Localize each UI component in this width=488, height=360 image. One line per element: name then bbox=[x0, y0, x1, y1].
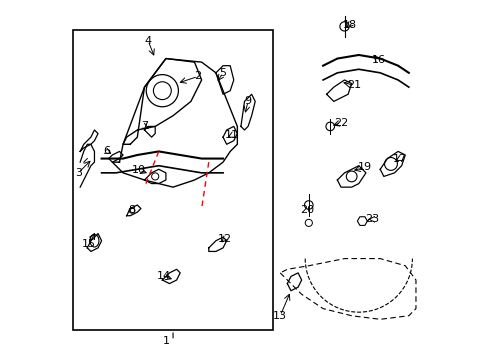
Text: 19: 19 bbox=[357, 162, 371, 172]
Text: 16: 16 bbox=[371, 55, 385, 65]
Text: 9: 9 bbox=[244, 96, 251, 107]
Text: 22: 22 bbox=[333, 118, 347, 128]
Text: 14: 14 bbox=[157, 271, 171, 282]
Bar bbox=[73, 30, 272, 330]
Text: 20: 20 bbox=[299, 205, 313, 215]
Text: 3: 3 bbox=[75, 168, 81, 178]
Text: 2: 2 bbox=[194, 71, 201, 81]
Text: 8: 8 bbox=[128, 205, 135, 215]
Text: 6: 6 bbox=[103, 147, 110, 157]
Text: 10: 10 bbox=[132, 165, 146, 175]
Text: 11: 11 bbox=[224, 130, 239, 140]
Text: 12: 12 bbox=[217, 234, 231, 244]
Text: 21: 21 bbox=[347, 80, 361, 90]
Text: 7: 7 bbox=[141, 121, 148, 131]
Text: 18: 18 bbox=[342, 19, 356, 30]
Text: 5: 5 bbox=[219, 68, 226, 78]
Text: 23: 23 bbox=[365, 214, 379, 224]
Text: 1: 1 bbox=[162, 336, 169, 346]
Text: 15: 15 bbox=[82, 239, 96, 249]
Text: 13: 13 bbox=[273, 311, 286, 321]
Text: 4: 4 bbox=[144, 36, 151, 46]
Text: 17: 17 bbox=[392, 154, 406, 163]
